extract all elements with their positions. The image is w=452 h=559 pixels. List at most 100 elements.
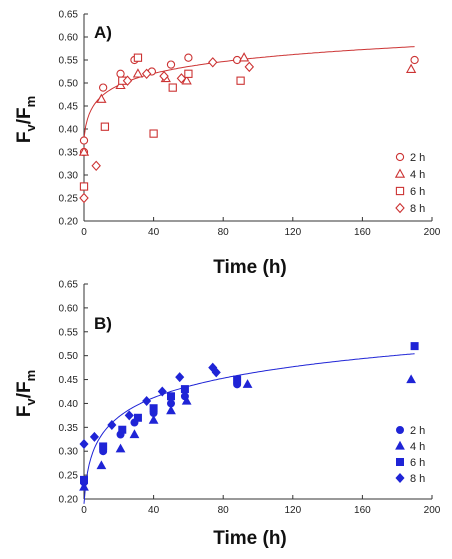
data-point [79, 481, 89, 491]
data-point [100, 122, 110, 131]
data-point [78, 146, 90, 156]
data-point [141, 68, 152, 80]
x-tick-label: 160 [354, 227, 371, 238]
y-tick-label: 0.30 [59, 171, 79, 182]
data-point [79, 192, 89, 204]
x-tick-label: 80 [218, 227, 230, 238]
chart-panel-b: 0.20 0.25 0.30 0.35 0.40 0.45 0.50 0.55 0.60 0.65… [14, 280, 441, 550]
x-axis-label: Time (h) [213, 257, 287, 278]
y-tick-label: 0.20 [59, 495, 79, 506]
legend-marker [394, 168, 406, 178]
data-point [96, 93, 107, 103]
data-point [115, 443, 126, 453]
data-point [79, 136, 89, 145]
y-tick-label: 0.40 [59, 399, 79, 410]
data-point [149, 404, 158, 413]
data-point [238, 52, 250, 62]
data-point [80, 475, 89, 484]
data-point [142, 396, 152, 407]
data-point [116, 69, 125, 78]
legend-marker [395, 202, 405, 214]
data-point [236, 76, 245, 85]
data-point [176, 73, 187, 84]
y-tick-label: 0.25 [59, 194, 79, 205]
data-point [208, 57, 218, 68]
data-point [180, 385, 189, 394]
legend-marker [395, 473, 405, 483]
data-point [166, 60, 176, 69]
data-point [233, 375, 242, 384]
x-tick-label: 120 [284, 505, 301, 516]
legend-marker [395, 440, 405, 450]
y-axis-label: Fv/Fm [14, 370, 38, 417]
y-axis-label: Fv/Fm [14, 96, 38, 143]
data-point [184, 53, 193, 62]
legend-marker [395, 457, 404, 466]
data-point [99, 442, 108, 451]
data-point [242, 379, 253, 388]
y-tick-label: 0.60 [59, 33, 79, 44]
data-point [118, 425, 127, 434]
y-tick-label: 0.55 [59, 56, 79, 67]
y-tick-label: 0.30 [59, 447, 79, 458]
legend-marker [395, 152, 405, 162]
panel-label: A) [94, 23, 112, 42]
y-tick-label: 0.40 [59, 125, 79, 136]
y-tick-label: 0.50 [59, 79, 79, 90]
data-point [79, 182, 89, 191]
data-point [107, 419, 117, 430]
data-point [175, 372, 185, 383]
x-tick-label: 120 [284, 227, 301, 238]
panel-label: B) [94, 314, 112, 333]
data-point [181, 395, 192, 405]
data-point [211, 367, 221, 378]
data-point [149, 129, 158, 138]
x-tick-label: 0 [81, 227, 87, 238]
data-point [232, 55, 242, 65]
data-point [132, 68, 144, 78]
x-tick-label: 200 [424, 505, 441, 516]
data-point [405, 63, 417, 73]
y-tick-label: 0.55 [59, 327, 79, 338]
data-point [96, 460, 107, 470]
y-tick-label: 0.50 [59, 351, 79, 362]
data-point [157, 386, 167, 397]
data-point [159, 70, 169, 82]
y-tick-label: 0.65 [59, 280, 79, 291]
x-tick-label: 0 [81, 505, 87, 516]
legend-label: 2 h [410, 425, 425, 437]
x-tick-label: 40 [148, 505, 160, 516]
data-point [89, 431, 99, 442]
y-tick-label: 0.20 [59, 217, 79, 228]
y-tick-label: 0.60 [59, 303, 79, 314]
data-point [98, 83, 108, 92]
x-axis-label: Time (h) [213, 528, 287, 549]
data-point [166, 405, 176, 415]
legend-label: 4 h [410, 441, 425, 453]
x-tick-label: 80 [218, 505, 230, 516]
data-point [79, 439, 89, 450]
y-tick-label: 0.35 [59, 148, 79, 159]
trend-line [83, 353, 415, 504]
data-point [410, 55, 419, 65]
data-point [91, 160, 101, 172]
y-tick-label: 0.45 [59, 375, 79, 386]
data-point [410, 342, 419, 351]
data-point [244, 61, 255, 73]
data-point [133, 413, 142, 422]
data-point [122, 75, 133, 86]
x-tick-label: 40 [148, 227, 160, 238]
legend-label: 6 h [410, 457, 425, 469]
data-point [124, 410, 134, 421]
data-point [168, 83, 177, 92]
data-point [184, 69, 193, 78]
chart-panel-a: 0.20 0.25 0.30 0.35 0.40 0.45 0.50 0.55 0.60 0.65… [14, 10, 441, 279]
data-point [166, 392, 175, 401]
x-tick-label: 160 [354, 505, 371, 516]
y-tick-label: 0.25 [59, 471, 79, 482]
x-tick-label: 200 [424, 227, 441, 238]
legend-label: 6 h [410, 186, 425, 198]
data-point [148, 414, 159, 424]
legend-label: 8 h [410, 203, 425, 215]
